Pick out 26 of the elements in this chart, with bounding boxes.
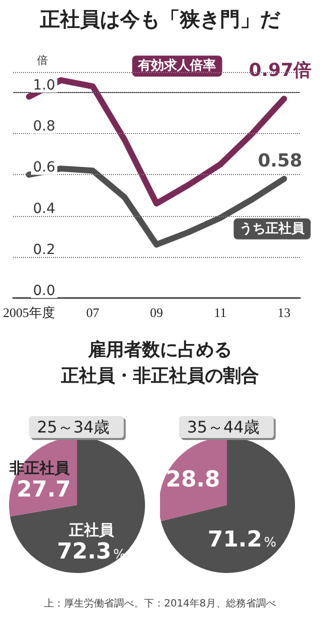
x-tick-label: 13 <box>278 305 291 320</box>
chart-title: 雇用者数に占める <box>87 340 232 360</box>
y-tick-label: 0.4 <box>33 200 56 217</box>
x-tick-label: 11 <box>214 305 227 320</box>
slice-label: 正社員 <box>68 520 115 539</box>
data-label: 28.8 <box>166 468 220 493</box>
x-tick-label: 09 <box>150 305 163 320</box>
y-tick-label: 0.2 <box>33 242 56 258</box>
text: 上：厚生労働省調べ。下：2014年8月、総務省調べ <box>44 598 276 610</box>
data-label: 27.7 <box>16 478 71 503</box>
y-tick-label: 1.0 <box>33 78 56 94</box>
data-label: 71.2% <box>208 527 276 552</box>
text: 有効求人倍率 <box>137 58 216 74</box>
text: 35～44歳 <box>187 418 260 436</box>
y-tick-label: 0.0 <box>33 283 56 299</box>
text: 25～34歳 <box>37 418 110 436</box>
y-tick-label: 0.8 <box>33 118 56 135</box>
series-label: うち正社員 <box>240 220 306 236</box>
y-axis-title: 倍 <box>37 54 48 67</box>
data-label: 0.97倍 <box>248 60 312 82</box>
data-label: 0.58 <box>258 150 302 172</box>
x-tick-label: 2005年度 <box>2 305 55 320</box>
x-tick-label: 07 <box>86 305 100 320</box>
chart-title: 正社員は今も「狭き門」だ <box>39 7 281 31</box>
chart-subtitle: 正社員・非正社員の割合 <box>60 366 259 386</box>
y-tick-label: 0.6 <box>33 160 56 176</box>
